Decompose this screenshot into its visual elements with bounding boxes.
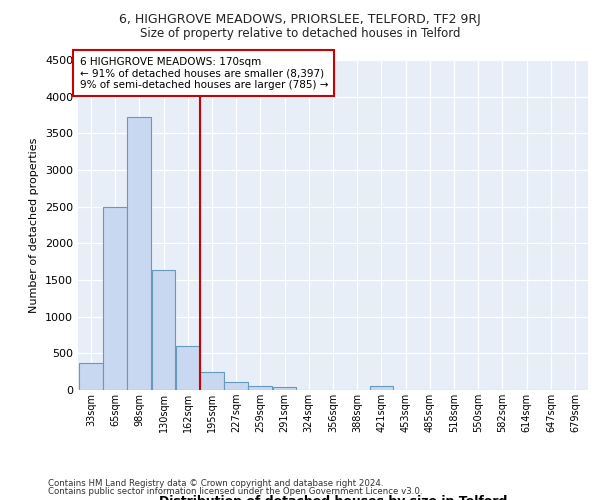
Bar xyxy=(370,386,394,390)
Y-axis label: Number of detached properties: Number of detached properties xyxy=(29,138,40,312)
Text: Contains HM Land Registry data © Crown copyright and database right 2024.: Contains HM Land Registry data © Crown c… xyxy=(48,478,383,488)
Bar xyxy=(152,270,175,390)
Bar xyxy=(200,372,224,390)
Bar xyxy=(103,206,127,390)
X-axis label: Distribution of detached houses by size in Telford: Distribution of detached houses by size … xyxy=(159,495,507,500)
Text: Size of property relative to detached houses in Telford: Size of property relative to detached ho… xyxy=(140,28,460,40)
Text: 6 HIGHGROVE MEADOWS: 170sqm
← 91% of detached houses are smaller (8,397)
9% of s: 6 HIGHGROVE MEADOWS: 170sqm ← 91% of det… xyxy=(80,56,328,90)
Text: Contains public sector information licensed under the Open Government Licence v3: Contains public sector information licen… xyxy=(48,487,422,496)
Bar xyxy=(79,363,103,390)
Bar xyxy=(272,387,296,390)
Bar xyxy=(127,117,151,390)
Bar xyxy=(248,386,272,390)
Bar xyxy=(176,346,200,390)
Text: 6, HIGHGROVE MEADOWS, PRIORSLEE, TELFORD, TF2 9RJ: 6, HIGHGROVE MEADOWS, PRIORSLEE, TELFORD… xyxy=(119,12,481,26)
Bar xyxy=(224,382,248,390)
